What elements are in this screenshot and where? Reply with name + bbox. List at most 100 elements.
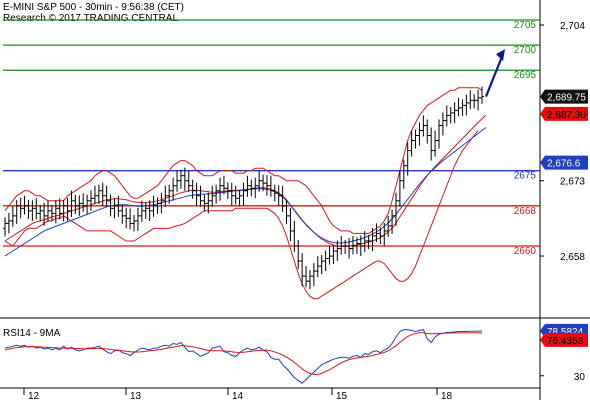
price-bar [116, 195, 121, 217]
level-label-2675: 2675 [514, 171, 537, 182]
price-bar [221, 175, 226, 195]
price-bar [366, 234, 371, 250]
price-bar [206, 192, 211, 214]
pivot-badge: 2,676.6 [540, 155, 588, 170]
price-bar [257, 170, 262, 192]
price-bar [468, 90, 473, 109]
price-bar [100, 182, 105, 206]
price-bar [436, 119, 441, 149]
price-bar [108, 194, 113, 217]
price-bar [14, 199, 19, 224]
projection-arrow-shaft [484, 53, 505, 97]
price-bar [327, 246, 332, 265]
price-bar [214, 184, 219, 204]
price-bar [354, 237, 359, 255]
price-bar [202, 194, 207, 212]
level-label-2668: 2668 [514, 206, 537, 217]
price-bar [30, 200, 35, 221]
research-credit: Research © 2017 TRADING CENTRAL [3, 13, 179, 24]
projection-arrow-head [496, 49, 505, 62]
price-bar [132, 214, 137, 232]
price-bar [57, 198, 62, 220]
price-bar [65, 197, 70, 221]
price-bar [159, 192, 164, 214]
price-bar [81, 193, 86, 212]
price-bar [34, 198, 39, 220]
moving-average-line [4, 127, 487, 257]
price-bar [233, 185, 238, 205]
price-bar [198, 185, 203, 207]
price-bar [425, 119, 430, 144]
price-bar [476, 89, 481, 111]
rsi-ma-badge: 76.4353 [540, 332, 588, 347]
level-label-2700: 2700 [514, 45, 537, 56]
date-tick-label: 13 [130, 391, 142, 400]
last-price-badge-shape [540, 89, 588, 104]
price-bar [49, 204, 54, 222]
price-bar [343, 239, 348, 255]
price-bar [151, 195, 156, 217]
price-bar [362, 230, 367, 253]
price-bar [284, 199, 289, 224]
price-bar [319, 255, 324, 275]
rsi-ma-badge-shape [540, 332, 588, 347]
price-bar [73, 194, 78, 214]
rsi-ma-badge-label: 76.4353 [547, 336, 584, 347]
price-bar [104, 185, 109, 207]
price-bar [89, 190, 94, 211]
price-bar [128, 208, 133, 230]
price-bar [92, 185, 97, 205]
rsi-line-rsi14 [4, 329, 483, 384]
price-tick-label: 2,673 [560, 177, 585, 188]
price-bar [264, 175, 269, 196]
bollinger-bands [4, 87, 487, 300]
price-bar [135, 207, 140, 231]
rsi-panel-title: RSI14 - 9MA [3, 328, 61, 339]
price-bar [237, 189, 242, 207]
price-bar [22, 195, 27, 215]
price-bar [46, 200, 51, 222]
price-bar [280, 185, 285, 212]
price-bar [163, 185, 168, 207]
price-tick-label: 2,704 [560, 21, 585, 32]
price-bar [261, 174, 266, 192]
upper-band-badge-shape [540, 106, 588, 121]
price-bar [347, 237, 352, 259]
price-bar [374, 223, 379, 242]
price-bar [413, 129, 418, 149]
price-bar [241, 182, 246, 206]
price-bar [296, 239, 301, 270]
price-bar [460, 99, 465, 116]
price-bar [456, 97, 461, 117]
price-bar [147, 200, 152, 221]
bollinger-lower-line [4, 130, 479, 300]
price-bar [190, 179, 195, 199]
price-bar [417, 122, 422, 146]
pivot-badge-label: 2,676.6 [547, 159, 581, 170]
price-bar [124, 207, 129, 229]
price-bar [339, 235, 344, 255]
price-bar [292, 220, 297, 253]
price-bar [429, 127, 434, 161]
axes: 2,704 2,673 2,658 12 13 14 15 18 [23, 21, 585, 400]
price-bar [444, 105, 449, 127]
price-bar [139, 200, 144, 222]
upper-band-badge: 2,687.30 [540, 106, 588, 121]
price-bar [175, 170, 180, 192]
price-bar [178, 169, 183, 189]
date-tick-label: 14 [232, 391, 244, 400]
price-bar [186, 170, 191, 192]
price-bar [69, 190, 74, 217]
price-bar [300, 253, 305, 287]
price-bar [335, 240, 340, 262]
price-bar [6, 212, 11, 234]
price-bar [112, 197, 117, 219]
level-lines: 2705 2700 2695 2675 2668 2660 [3, 19, 540, 257]
price-bar [421, 115, 426, 137]
price-bar [225, 182, 230, 199]
price-bar [307, 270, 312, 290]
price-bar [143, 202, 148, 219]
